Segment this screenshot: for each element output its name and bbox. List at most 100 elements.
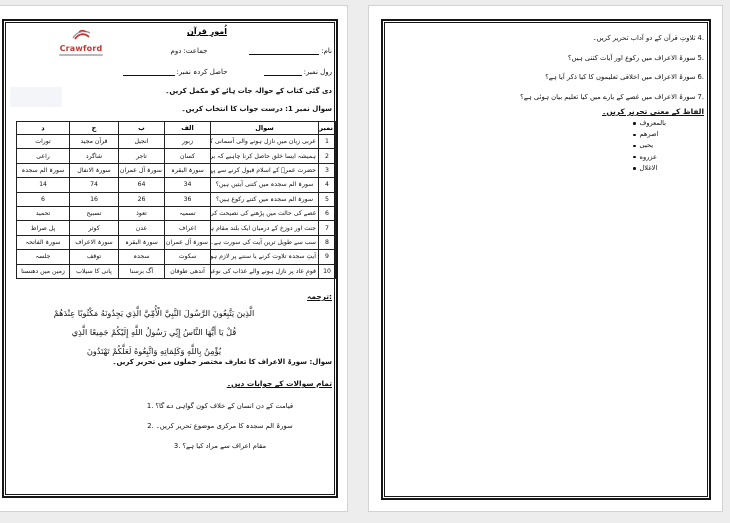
question-text: تلاوتِ قرآن کے دو آداب تحریر کریں۔ <box>592 34 696 42</box>
table-row: 9 آیتِ سجدہ تلاوت کرنے یا سننے پر لازم ہو… <box>16 249 336 265</box>
cell-a: تسمیہ <box>164 205 211 222</box>
cell-num: 8 <box>318 234 336 251</box>
cell-b: سجدہ <box>118 249 165 265</box>
cell-b: 26 <box>118 191 165 207</box>
cell-d: پل صراط <box>16 220 70 236</box>
roll-blank-line <box>263 68 302 76</box>
question-number: 2. <box>147 422 154 430</box>
cell-a: آندھی طوفان <box>164 263 211 279</box>
word-item: عزروه <box>633 152 709 163</box>
cell-q: آیتِ سجدہ تلاوت کرنے یا سننے پر لازم ہوت… <box>210 249 319 265</box>
meanings-heading: الفاظ کے معنی تحریر کریں۔ <box>602 107 704 116</box>
right-questions: 4.تلاوتِ قرآن کے دو آداب تحریر کریں۔ 5.سو… <box>403 29 704 108</box>
cell-num: 3 <box>318 162 336 179</box>
question-number: 5. <box>697 53 705 62</box>
cell-d: سورۃ الفاتحہ <box>16 234 70 251</box>
roll-number-field: رول نمبر: <box>262 68 332 76</box>
cell-a: 36 <box>164 191 211 207</box>
word-text: بالمعروف <box>639 119 667 127</box>
cell-a: 34 <box>164 177 211 193</box>
cell-d: تحمید <box>16 205 70 222</box>
cell-d: 6 <box>16 191 70 207</box>
cell-b: آگ برسنا <box>118 263 165 279</box>
page-left: Crawford اُمورِ قرآن نام: جماعت: دوم رول… <box>0 5 348 512</box>
question-text: سورۃ الاعراف میں اخلاقی تعلیموں کا کیا ذ… <box>545 73 696 82</box>
header-question: سوال <box>210 121 319 135</box>
header-option-a: الف <box>164 121 211 135</box>
question-number: 7. <box>697 93 705 102</box>
instruction-line-2: سوال نمبر 1: درست جواب کا انتخاب کریں۔ <box>181 105 332 113</box>
marks-blank-line <box>122 68 175 76</box>
cell-c: 74 <box>69 177 119 193</box>
cell-q: سورۃ الم سجدہ میں کتنے رکوع ہیں؟ <box>210 191 319 207</box>
arabic-line: قُلْ يَا أَيُّهَا النَّاسُ إِنِّي رَسُول… <box>71 327 237 337</box>
question-item: 1. قیامت کے دن انسان کے خلاف کون گواہی دے… <box>98 396 342 416</box>
cell-num: 5 <box>318 191 336 207</box>
cell-num: 1 <box>318 133 336 150</box>
arabic-line: يُؤْمِنُ بِاللَّهِ وَكَلِمَاتِهِ وَاتَّب… <box>86 346 222 356</box>
page-left-border: Crawford اُمورِ قرآن نام: جماعت: دوم رول… <box>2 19 338 498</box>
word-list: بالمعروف اصرهم یحیی عزروه الاغلال <box>633 118 709 174</box>
cell-a: سکوت <box>164 249 211 265</box>
question-item: 2. سورۃ الم سجدہ کا مرکزی موضوع تحریر کری… <box>98 416 342 436</box>
marks-field: حاصل کردہ نمبر: <box>99 68 249 76</box>
cell-c: شاگرد <box>69 148 119 164</box>
bullet-icon <box>633 133 636 137</box>
cell-b: تعوذ <box>118 205 165 222</box>
bullet-icon <box>633 155 636 159</box>
table-row: 8 سب سے طویل ترین آیت کی سورت ہے۔ سورۃ آل … <box>16 234 336 251</box>
question-text: مقام اعراف سے مراد کیا ہے؟ <box>182 442 267 450</box>
table-header-row: نمبر سوال الف ب ج د <box>16 121 336 135</box>
question-number: 4. <box>697 34 705 42</box>
cell-b: سورۃ البقرہ <box>118 234 165 251</box>
bullet-icon <box>633 122 636 125</box>
name-field: نام: <box>247 47 332 55</box>
question-number: 3. <box>173 442 181 450</box>
cell-a: کسان <box>164 148 211 164</box>
cell-b: انجیل <box>118 133 165 150</box>
question-item: 6.سورۃ الاعراف میں اخلاقی تعلیموں کا کیا… <box>403 68 704 88</box>
cell-q: حضرت عمرؓ کے اسلام قبول کرنے سے پہلے ناز… <box>210 162 319 179</box>
logo-emblem-icon <box>72 29 91 40</box>
left-questions: 1. قیامت کے دن انسان کے خلاف کون گواہی دے… <box>98 396 342 456</box>
cell-d: راعی <box>16 148 70 164</box>
header-option-c: ج <box>69 121 119 135</box>
cell-q: سورۃ الم سجدہ میں کتنی آیتیں ہیں؟ <box>210 177 319 193</box>
instruction-line-1: دی گئی کتاب کے حوالہ جات ہائے کو مکمل کر… <box>165 87 332 95</box>
cell-b: سورۃ آل عمران <box>118 162 165 179</box>
cell-num: 2 <box>318 148 336 164</box>
translation-heading: ترجمہ: <box>307 292 332 301</box>
word-text: الاغلال <box>639 163 658 172</box>
name-blank-line <box>249 47 320 55</box>
paper-title: اُمورِ قرآن <box>187 27 227 36</box>
cell-d: سورۃ الم سجدہ <box>16 162 70 179</box>
logo-text: Crawford <box>59 43 103 53</box>
word-item: الاغلال <box>633 163 709 174</box>
cell-d: 14 <box>16 177 70 193</box>
cell-num: 10 <box>318 263 336 279</box>
bullet-icon <box>633 144 636 148</box>
cell-d: جلسہ <box>16 249 70 265</box>
question-number: 1. <box>146 402 154 410</box>
arabic-line: الَّذِينَ يَتَّبِعُونَ الرَّسُولَ النَّب… <box>53 308 255 318</box>
cell-a: اعراف <box>164 220 211 236</box>
class-label: جماعت: دوم <box>170 47 208 55</box>
cell-a: زبور <box>164 133 211 150</box>
cell-c: تسبیح <box>69 205 119 222</box>
cell-q: جنت اور دوزخ کے درمیان ایک بلند مقام ہے <box>210 220 319 236</box>
question-text: قیامت کے دن انسان کے خلاف کون گواہی دے گ… <box>155 402 294 410</box>
page-right-border: 4.تلاوتِ قرآن کے دو آداب تحریر کریں۔ 5.سو… <box>381 19 711 500</box>
header-option-d: د <box>16 121 70 135</box>
intro-question: سوال: سورۃ الاعراف کا تعارف مختصر جملوں … <box>112 358 332 366</box>
word-text: عزروه <box>639 152 657 161</box>
question-text: سورۃ الاعراف میں رکوع اور آیات کتنی ہیں؟ <box>567 53 696 62</box>
question-item: 5.سورۃ الاعراف میں رکوع اور آیات کتنی ہی… <box>403 49 704 69</box>
question-number: 6. <box>697 73 705 82</box>
table-row: 5 سورۃ الم سجدہ میں کتنے رکوع ہیں؟ 36 26 16 6 <box>16 191 336 207</box>
word-text: اصرهم <box>639 130 659 139</box>
cell-c: توقف <box>69 249 119 265</box>
cell-num: 9 <box>318 249 336 265</box>
